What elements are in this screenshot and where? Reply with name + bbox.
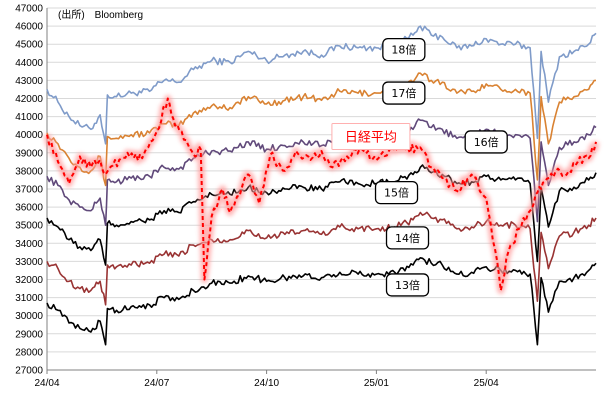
series-label-box <box>382 81 426 105</box>
y-tick-label: 32000 <box>15 275 43 286</box>
series-label-日経平均: 日経平均 <box>331 123 411 151</box>
series-line-17倍 <box>46 72 597 187</box>
series-label-box <box>331 123 411 151</box>
series-line-18倍 <box>46 25 597 145</box>
y-tick-label: 36000 <box>15 203 43 214</box>
series-label-text: 日経平均 <box>345 131 397 146</box>
series-label-15倍: 15倍 <box>374 180 419 205</box>
y-tick-label: 29000 <box>15 329 43 340</box>
series-label-14倍: 14倍 <box>385 226 430 250</box>
source-note: (出所) Bloomberg <box>58 8 143 21</box>
y-tick-label: 38000 <box>15 166 43 177</box>
y-tick-label: 44000 <box>15 58 43 69</box>
y-tick-label: 46000 <box>15 22 43 33</box>
series-label-text: 18倍 <box>391 43 416 57</box>
x-tick-label: 24/10 <box>254 378 279 389</box>
series-label-18倍: 18倍 <box>382 37 426 62</box>
series-line-13倍 <box>46 257 597 346</box>
y-tick-label: 34000 <box>15 239 43 250</box>
y-tick-label: 28000 <box>15 347 43 358</box>
series-label-16倍: 16倍 <box>464 130 508 154</box>
series-label-box <box>385 273 430 297</box>
series-labels: 18倍 17倍 16倍 15倍 14倍 13倍 日経平均 <box>331 37 508 297</box>
series-lines <box>43 25 600 346</box>
x-tick-label: 24/07 <box>144 378 169 389</box>
series-label-box <box>385 226 430 250</box>
y-tick-label: 39000 <box>15 148 43 159</box>
y-tick-label: 35000 <box>15 221 43 232</box>
series-label-text: 14倍 <box>395 231 420 245</box>
series-line-14倍 <box>46 211 597 306</box>
series-label-text: 15倍 <box>384 186 409 200</box>
y-tick-label: 42000 <box>15 94 43 105</box>
series-label-17倍: 17倍 <box>382 81 426 105</box>
y-tick-label: 41000 <box>15 112 43 123</box>
y-tick-label: 45000 <box>15 40 43 51</box>
series-label-box <box>382 37 426 62</box>
series-label-13倍: 13倍 <box>385 273 430 297</box>
series-label-text: 16倍 <box>474 135 499 149</box>
y-tick-label: 47000 <box>15 4 43 15</box>
x-tick-label: 25/04 <box>474 378 499 389</box>
x-tick-label: 25/01 <box>364 378 389 389</box>
y-tick-label: 31000 <box>15 293 43 304</box>
series-line-15倍 <box>46 164 597 266</box>
y-tick-label: 40000 <box>15 130 43 141</box>
y-tick-label: 37000 <box>15 185 43 196</box>
y-tick-label: 43000 <box>15 76 43 87</box>
series-label-text: 17倍 <box>391 86 416 100</box>
axes: 27000 28000 29000 30000 31000 32000 33000 34000… <box>15 4 596 389</box>
series-label-box <box>464 130 508 154</box>
series-line-nikkei <box>46 97 597 292</box>
series-label-text: 13倍 <box>395 278 420 292</box>
series-label-box <box>374 180 419 205</box>
y-tick-label: 33000 <box>15 257 43 268</box>
y-tick-label: 27000 <box>15 366 43 377</box>
x-tick-label: 24/04 <box>34 378 59 389</box>
y-tick-label: 30000 <box>15 311 43 322</box>
